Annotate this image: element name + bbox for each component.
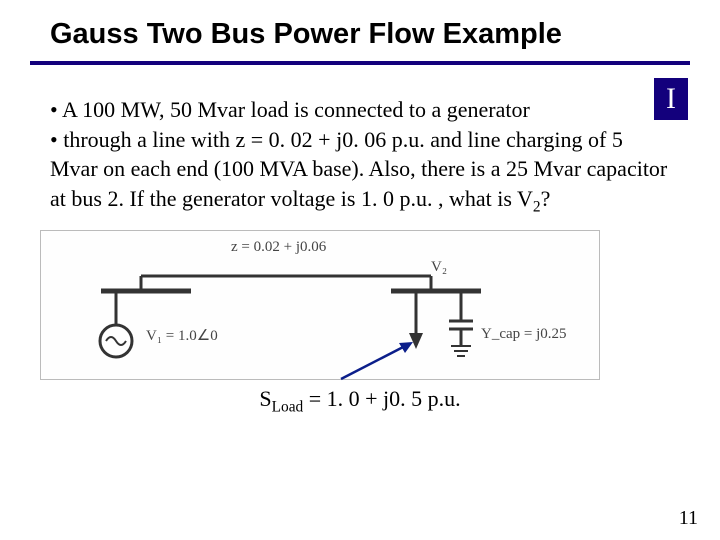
circuit-diagram: z = 0.02 + j0.06 V₁ = 1.0∠0 V₂ Y_cap = j… <box>40 230 600 380</box>
load-caption: SLoad = 1. 0 + j0. 5 p.u. <box>0 386 720 416</box>
s-subscript: Load <box>272 399 304 416</box>
bullet-tail: ? <box>541 186 551 211</box>
bullet-paragraph: • A 100 MW, 50 Mvar load is connected to… <box>50 95 670 218</box>
slide-title: Gauss Two Bus Power Flow Example <box>0 0 720 61</box>
institution-logo: I <box>654 78 688 120</box>
bullet-mark-2: • <box>50 127 63 152</box>
v-subscript: 2 <box>533 198 541 215</box>
content-area: • A 100 MW, 50 Mvar load is connected to… <box>0 65 720 218</box>
bullet-text-1: A 100 MW, 50 Mvar load is connected to a… <box>62 97 530 122</box>
logo-letter: I <box>666 82 676 116</box>
bullet-text-2: through a line with z = 0. 02 + j0. 06 p… <box>50 127 667 211</box>
s-symbol: S <box>259 386 271 411</box>
v1-label: V₁ = 1.0∠0 <box>146 326 218 345</box>
z-label: z = 0.02 + j0.06 <box>231 239 326 256</box>
v2-label: V₂ <box>431 259 447 276</box>
caption-rest: = 1. 0 + j0. 5 p.u. <box>303 386 460 411</box>
page-number: 11 <box>679 507 698 530</box>
bullet-mark-1: • <box>50 97 62 122</box>
ycap-label: Y_cap = j0.25 <box>481 326 567 343</box>
